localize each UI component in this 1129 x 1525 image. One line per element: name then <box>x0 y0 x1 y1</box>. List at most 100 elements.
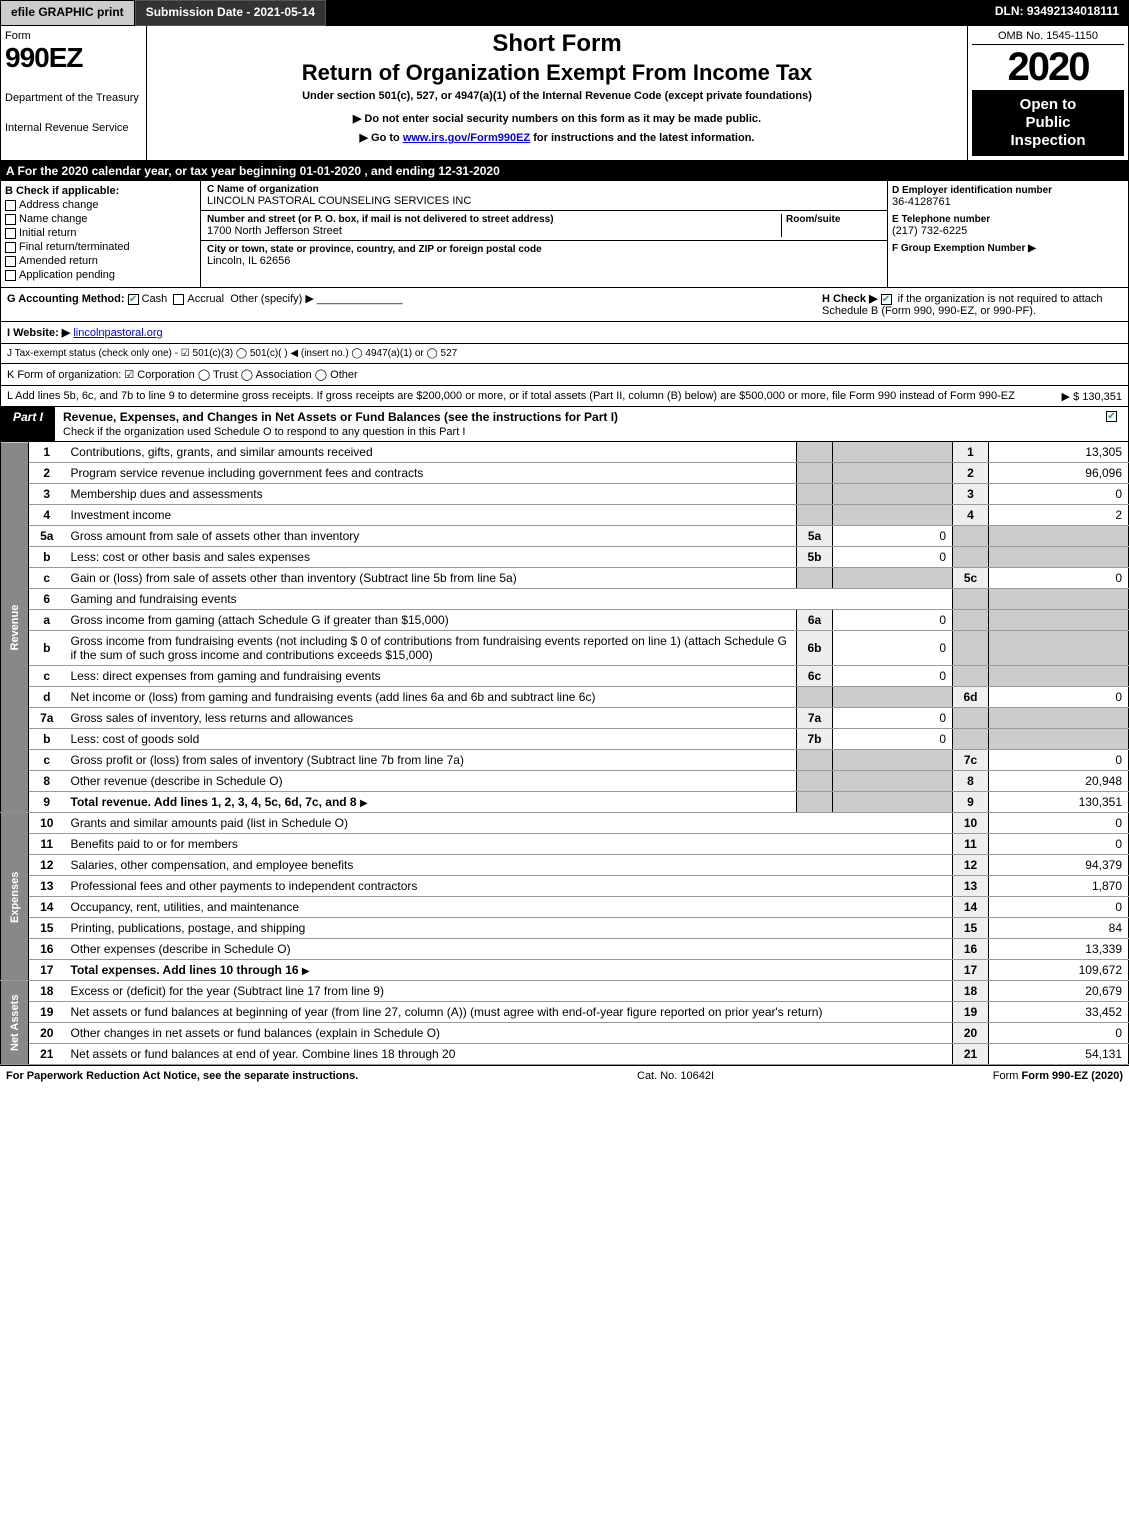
l3-ln: 3 <box>953 484 989 505</box>
row-i: I Website: ▶ lincolnpastoral.org <box>0 322 1129 344</box>
chk-cash[interactable] <box>128 294 139 305</box>
l6b-num: b <box>29 631 65 666</box>
l15-desc: Printing, publications, postage, and shi… <box>65 918 953 939</box>
l7a-sn: 7a <box>797 708 833 729</box>
row-l: L Add lines 5b, 6c, and 7b to line 9 to … <box>0 386 1129 407</box>
city-cell: City or town, state or province, country… <box>201 241 887 270</box>
top-bar: efile GRAPHIC print Submission Date - 20… <box>0 0 1129 26</box>
l17-ln: 17 <box>953 960 989 981</box>
l7b-sn: 7b <box>797 729 833 750</box>
link-pre: ▶ Go to <box>360 132 403 144</box>
l14-num: 14 <box>29 897 65 918</box>
l10-desc: Grants and similar amounts paid (list in… <box>65 813 953 834</box>
l12-desc: Salaries, other compensation, and employ… <box>65 855 953 876</box>
chk-accrual[interactable] <box>173 294 184 305</box>
b-label: B Check if applicable: <box>5 185 196 197</box>
l9-num: 9 <box>29 792 65 813</box>
l6a-desc: Gross income from gaming (attach Schedul… <box>65 610 797 631</box>
l3-desc: Membership dues and assessments <box>65 484 797 505</box>
l7c-desc: Gross profit or (loss) from sales of inv… <box>65 750 797 771</box>
l11-desc: Benefits paid to or for members <box>65 834 953 855</box>
f-label: F Group Exemption Number ▶ <box>892 243 1124 254</box>
l4-ln: 4 <box>953 505 989 526</box>
form-meta-block: OMB No. 1545-1150 2020 Open to Public In… <box>968 26 1128 160</box>
chk-final-return[interactable]: Final return/terminated <box>5 241 196 253</box>
l6-num: 6 <box>29 589 65 610</box>
l13-ln: 13 <box>953 876 989 897</box>
group-exempt-block: F Group Exemption Number ▶ <box>892 243 1124 254</box>
h-label: H Check ▶ <box>822 293 878 305</box>
chk-name-change[interactable]: Name change <box>5 213 196 225</box>
l16-ln: 16 <box>953 939 989 960</box>
l21-num: 21 <box>29 1044 65 1065</box>
dln-label: DLN: 93492134018111 <box>985 0 1129 26</box>
efile-print-button[interactable]: efile GRAPHIC print <box>0 0 135 26</box>
l6c-desc: Less: direct expenses from gaming and fu… <box>65 666 797 687</box>
l7a-sv: 0 <box>833 708 953 729</box>
footer-right: Form Form 990-EZ (2020) <box>993 1070 1123 1082</box>
l15-ln: 15 <box>953 918 989 939</box>
l7c-num: c <box>29 750 65 771</box>
chk-schedule-b[interactable] <box>881 294 892 305</box>
ein-value: 36-4128761 <box>892 196 1124 208</box>
l-value: ▶ $ 130,351 <box>1062 390 1122 403</box>
form-title-block: Short Form Return of Organization Exempt… <box>147 26 968 160</box>
d-label: D Employer identification number <box>892 185 1124 196</box>
l5b-sv: 0 <box>833 547 953 568</box>
info-row: B Check if applicable: Address change Na… <box>0 181 1129 288</box>
chk-address-change[interactable]: Address change <box>5 199 196 211</box>
l2-desc: Program service revenue including govern… <box>65 463 797 484</box>
dept-treasury: Department of the Treasury <box>5 92 142 104</box>
g-label: G Accounting Method: <box>7 293 125 305</box>
l5b-desc: Less: cost or other basis and sales expe… <box>65 547 797 568</box>
l9-val: 130,351 <box>989 792 1129 813</box>
l14-val: 0 <box>989 897 1129 918</box>
l7b-sv: 0 <box>833 729 953 750</box>
l1-num: 1 <box>29 442 65 463</box>
l5a-num: 5a <box>29 526 65 547</box>
part1-schedule-o-chk[interactable] <box>1098 407 1128 441</box>
l6d-num: d <box>29 687 65 708</box>
submission-date: Submission Date - 2021-05-14 <box>135 0 326 26</box>
l16-desc: Other expenses (describe in Schedule O) <box>65 939 953 960</box>
l4-desc: Investment income <box>65 505 797 526</box>
l10-ln: 10 <box>953 813 989 834</box>
part1-tag: Part I <box>1 407 55 441</box>
link-post: for instructions and the latest informat… <box>533 132 754 144</box>
section-c: C Name of organization LINCOLN PASTORAL … <box>201 181 888 287</box>
spacer <box>326 0 985 26</box>
sidebar-netassets: Net Assets <box>1 981 29 1065</box>
row-k: K Form of organization: ☑ Corporation ◯ … <box>0 364 1129 386</box>
row-g-h: G Accounting Method: Cash Accrual Other … <box>0 288 1129 322</box>
website-link[interactable]: lincolnpastoral.org <box>73 327 162 339</box>
l12-num: 12 <box>29 855 65 876</box>
page-footer: For Paperwork Reduction Act Notice, see … <box>0 1065 1129 1086</box>
irs-link[interactable]: www.irs.gov/Form990EZ <box>403 132 530 144</box>
form-word: Form <box>5 30 142 42</box>
title-short-form: Short Form <box>155 30 959 58</box>
l5b-num: b <box>29 547 65 568</box>
l6a-num: a <box>29 610 65 631</box>
org-name-cell: C Name of organization LINCOLN PASTORAL … <box>201 181 887 211</box>
l19-desc: Net assets or fund balances at beginning… <box>65 1002 953 1023</box>
row-a-tax-year: A For the 2020 calendar year, or tax yea… <box>0 161 1129 181</box>
e-label: E Telephone number <box>892 214 1124 225</box>
l6d-ln: 6d <box>953 687 989 708</box>
l5a-desc: Gross amount from sale of assets other t… <box>65 526 797 547</box>
row-j: J Tax-exempt status (check only one) - ☑… <box>0 344 1129 364</box>
chk-amended-return[interactable]: Amended return <box>5 255 196 267</box>
org-name: LINCOLN PASTORAL COUNSELING SERVICES INC <box>207 195 881 207</box>
l7a-desc: Gross sales of inventory, less returns a… <box>65 708 797 729</box>
l15-num: 15 <box>29 918 65 939</box>
l1-desc: Contributions, gifts, grants, and simila… <box>65 442 797 463</box>
chk-application-pending[interactable]: Application pending <box>5 269 196 281</box>
part1-title: Revenue, Expenses, and Changes in Net As… <box>55 407 1098 441</box>
l11-ln: 11 <box>953 834 989 855</box>
chk-initial-return[interactable]: Initial return <box>5 227 196 239</box>
l16-val: 13,339 <box>989 939 1129 960</box>
accounting-method: G Accounting Method: Cash Accrual Other … <box>7 292 403 317</box>
form-header: Form 990EZ Department of the Treasury In… <box>0 26 1129 161</box>
l20-ln: 20 <box>953 1023 989 1044</box>
sidebar-revenue: Revenue <box>1 442 29 813</box>
l1-val: 13,305 <box>989 442 1129 463</box>
